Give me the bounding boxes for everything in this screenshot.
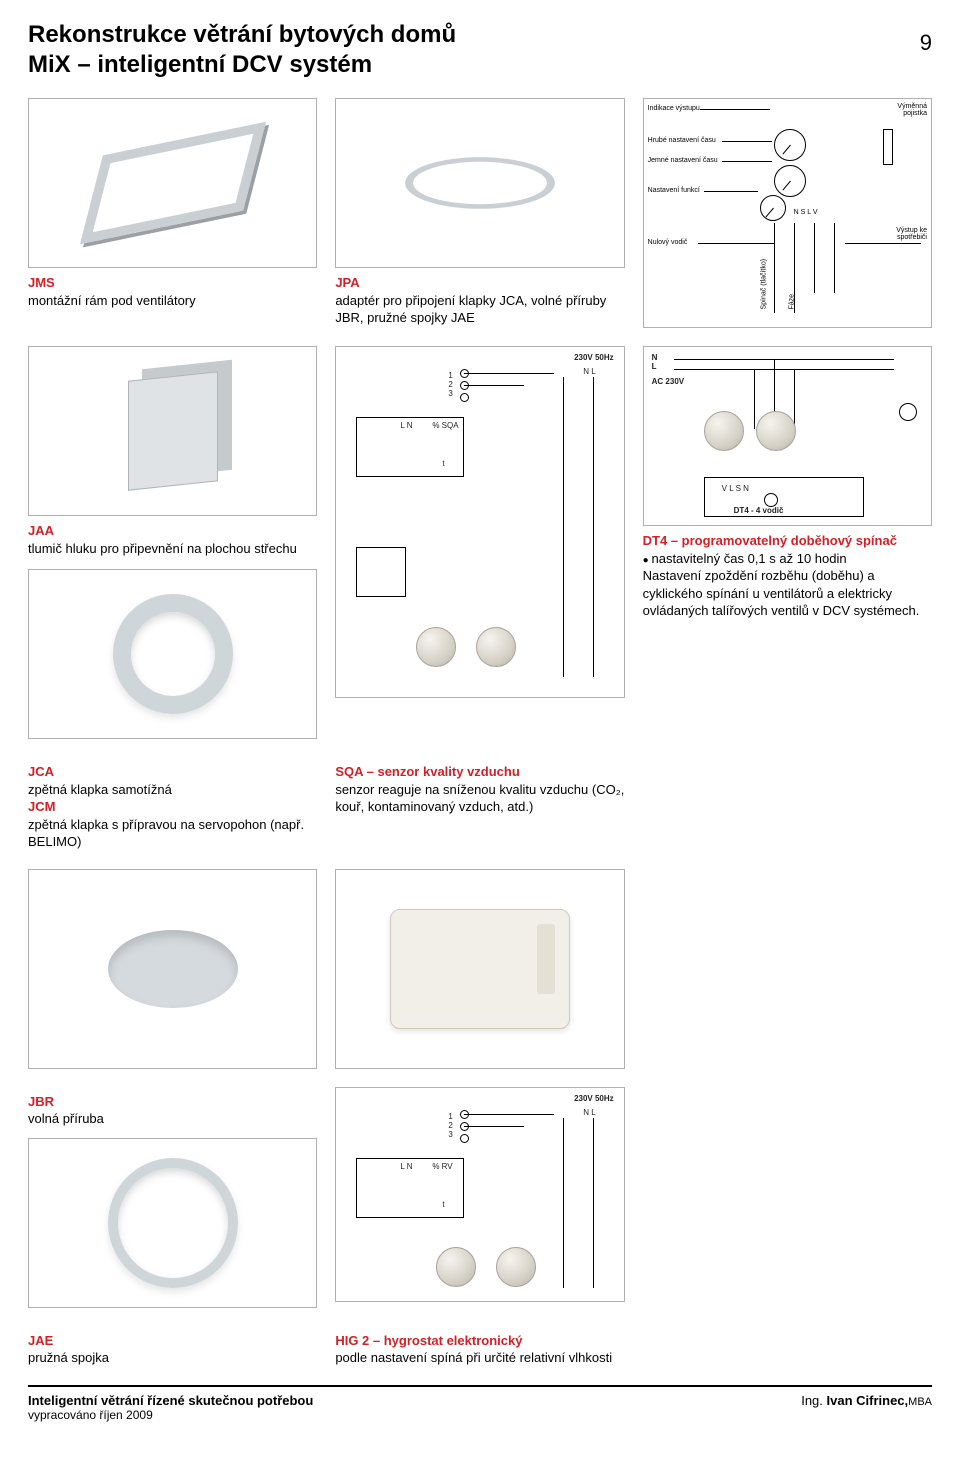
dt4-bullet-1: nastavitelný čas 0,1 s až 10 hodin bbox=[643, 550, 932, 568]
lbl-funkce: Nastavení funkcí bbox=[648, 187, 700, 194]
page-title: Rekonstrukce větrání bytových domů MiX –… bbox=[28, 20, 456, 80]
lbl-nulovy: Nulový vodič bbox=[648, 239, 688, 246]
code-jaa: JAA bbox=[28, 523, 54, 538]
lbl-jemne: Jemné nastavení času bbox=[648, 157, 718, 164]
footer-suffix: MBA bbox=[908, 1396, 932, 1408]
footer-left: Inteligentní větrání řízené skutečnou po… bbox=[28, 1393, 313, 1422]
code-jbr: JBR bbox=[28, 1094, 54, 1109]
lbl-spinac: Spínač (tlačítko) bbox=[760, 259, 767, 310]
image-jbr-disc bbox=[28, 869, 317, 1069]
sch-t: t bbox=[442, 459, 444, 468]
diagram-dt4-dial: Indikace výstupu Výměnná pojistka Hrubé … bbox=[643, 98, 932, 328]
diagram-sqa-wiring: 230V 50Hz N L 123 % SQA L N t bbox=[335, 346, 624, 698]
code-jms: JMS bbox=[28, 275, 55, 290]
lbl-indikace: Indikace výstupu bbox=[648, 105, 700, 112]
dt4-ac: AC 230V bbox=[652, 377, 684, 386]
cell-empty-3 bbox=[643, 757, 932, 851]
cell-sqa-schematic: 230V 50Hz N L 123 % SQA L N t bbox=[335, 346, 624, 739]
lbl-pojistka: Výměnná pojistka bbox=[877, 103, 927, 117]
sch-ln: L N bbox=[400, 421, 412, 430]
footer-right: Ing. Ivan Cifrinec,MBA bbox=[801, 1393, 932, 1408]
desc-jpa: adaptér pro připojení klapky JCA, volné … bbox=[335, 293, 606, 326]
page-footer: Inteligentní větrání řízené skutečnou po… bbox=[28, 1385, 932, 1422]
code-hig2: HIG 2 – hygrostat elektronický bbox=[335, 1333, 522, 1348]
diagram-dt4-box: N L AC 230V V L S N DT4 - 4 vodič bbox=[643, 346, 932, 526]
dt4-nl: N L bbox=[652, 353, 658, 371]
footer-line-2: vypracováno říjen 2009 bbox=[28, 1408, 313, 1422]
cell-hig-image bbox=[335, 869, 624, 1069]
row-6: JAE pružná spojka HIG 2 – hygrostat elek… bbox=[28, 1326, 932, 1367]
title-line-1: Rekonstrukce větrání bytových domů bbox=[28, 20, 456, 50]
page-header: Rekonstrukce větrání bytových domů MiX –… bbox=[28, 20, 932, 80]
cell-empty-4 bbox=[643, 869, 932, 1069]
rv-t: t bbox=[442, 1200, 444, 1209]
code-dt4: DT4 – programovatelný doběhový spínač bbox=[643, 533, 897, 548]
rv-nl: N L bbox=[583, 1108, 595, 1117]
cell-jae: JAE pružná spojka bbox=[28, 1326, 317, 1367]
code-jae: JAE bbox=[28, 1333, 53, 1348]
cell-dt4-box: N L AC 230V V L S N DT4 - 4 vodič bbox=[643, 346, 932, 739]
rv-power: 230V 50Hz bbox=[574, 1094, 614, 1103]
cell-sqa-text: SQA – senzor kvality vzduchu senzor reag… bbox=[335, 757, 624, 851]
desc-jbr: volná příruba bbox=[28, 1111, 104, 1126]
image-jms bbox=[28, 98, 317, 268]
cell-jaa: JAA tlumič hluku pro připevnění na ploch… bbox=[28, 346, 317, 739]
desc-jae: pružná spojka bbox=[28, 1350, 109, 1365]
sch-pct: % SQA bbox=[432, 421, 458, 430]
image-jbr-ring bbox=[28, 1138, 317, 1308]
image-jca-damper bbox=[28, 569, 317, 739]
code-sqa: SQA – senzor kvality vzduchu bbox=[335, 764, 519, 779]
lbl-terminals: N S L V bbox=[794, 209, 818, 216]
footer-prefix: Ing. bbox=[801, 1393, 826, 1408]
rv-pct: % RV bbox=[432, 1162, 452, 1171]
cell-jbr: JBR volná příruba bbox=[28, 1087, 317, 1308]
code-jca: JCA bbox=[28, 764, 54, 779]
row-5: JBR volná příruba 230V 50Hz N L 123 % RV… bbox=[28, 1087, 932, 1308]
cell-dt4-dial: Indikace výstupu Výměnná pojistka Hrubé … bbox=[643, 98, 932, 328]
footer-name: Ivan Cifrinec, bbox=[827, 1393, 909, 1408]
dt4-name: DT4 - 4 vodič bbox=[734, 506, 784, 515]
code-jpa: JPA bbox=[335, 275, 359, 290]
cell-empty-5 bbox=[643, 1087, 932, 1308]
cell-rv-schematic: 230V 50Hz N L 123 % RV L N t bbox=[335, 1087, 624, 1308]
dt4-bullet: nastavitelný čas 0,1 s až 10 hodin bbox=[643, 550, 932, 568]
cell-jca-jcm-text: JCA zpětná klapka samotížná JCM zpětná k… bbox=[28, 757, 317, 851]
cell-empty-6 bbox=[643, 1326, 932, 1367]
rv-ln: L N bbox=[400, 1162, 412, 1171]
desc-sqa: senzor reaguje na sníženou kvalitu vzduc… bbox=[335, 782, 624, 815]
row-2: JAA tlumič hluku pro připevnění na ploch… bbox=[28, 346, 932, 739]
image-jpa bbox=[335, 98, 624, 268]
cell-jbr-image bbox=[28, 869, 317, 1069]
dt4-text-block: DT4 – programovatelný doběhový spínač na… bbox=[643, 532, 932, 620]
desc-dt4: Nastavení zpoždění rozběhu (doběhu) a cy… bbox=[643, 568, 920, 618]
desc-jms: montážní rám pod ventilátory bbox=[28, 293, 196, 308]
code-jcm: JCM bbox=[28, 799, 55, 814]
desc-hig2: podle nastavení spíná při určité relativ… bbox=[335, 1350, 612, 1365]
cell-jpa: JPA adaptér pro připojení klapky JCA, vo… bbox=[335, 98, 624, 328]
row-4 bbox=[28, 869, 932, 1069]
sch-power: 230V 50Hz bbox=[574, 353, 614, 362]
row-1: JMS montážní rám pod ventilátory JPA ada… bbox=[28, 98, 932, 328]
cell-hig2: HIG 2 – hygrostat elektronický podle nas… bbox=[335, 1326, 624, 1367]
desc-jaa: tlumič hluku pro připevnění na plochou s… bbox=[28, 541, 297, 556]
dt4-terms: V L S N bbox=[722, 484, 749, 493]
sch-nl: N L bbox=[583, 367, 595, 376]
diagram-rv-wiring: 230V 50Hz N L 123 % RV L N t bbox=[335, 1087, 624, 1302]
lbl-vystup: Výstup ke spotřebiči bbox=[867, 227, 927, 241]
image-jaa bbox=[28, 346, 317, 516]
footer-line-1: Inteligentní větrání řízené skutečnou po… bbox=[28, 1393, 313, 1408]
row-3: JCA zpětná klapka samotížná JCM zpětná k… bbox=[28, 757, 932, 851]
image-hig-device bbox=[335, 869, 624, 1069]
cell-jms: JMS montážní rám pod ventilátory bbox=[28, 98, 317, 328]
title-line-2: MiX – inteligentní DCV systém bbox=[28, 50, 456, 80]
lbl-hrube: Hrubé nastavení času bbox=[648, 137, 716, 144]
page-number: 9 bbox=[920, 20, 932, 56]
desc-jca: zpětná klapka samotížná bbox=[28, 782, 172, 797]
desc-jcm: zpětná klapka s přípravou na servopohon … bbox=[28, 817, 304, 850]
